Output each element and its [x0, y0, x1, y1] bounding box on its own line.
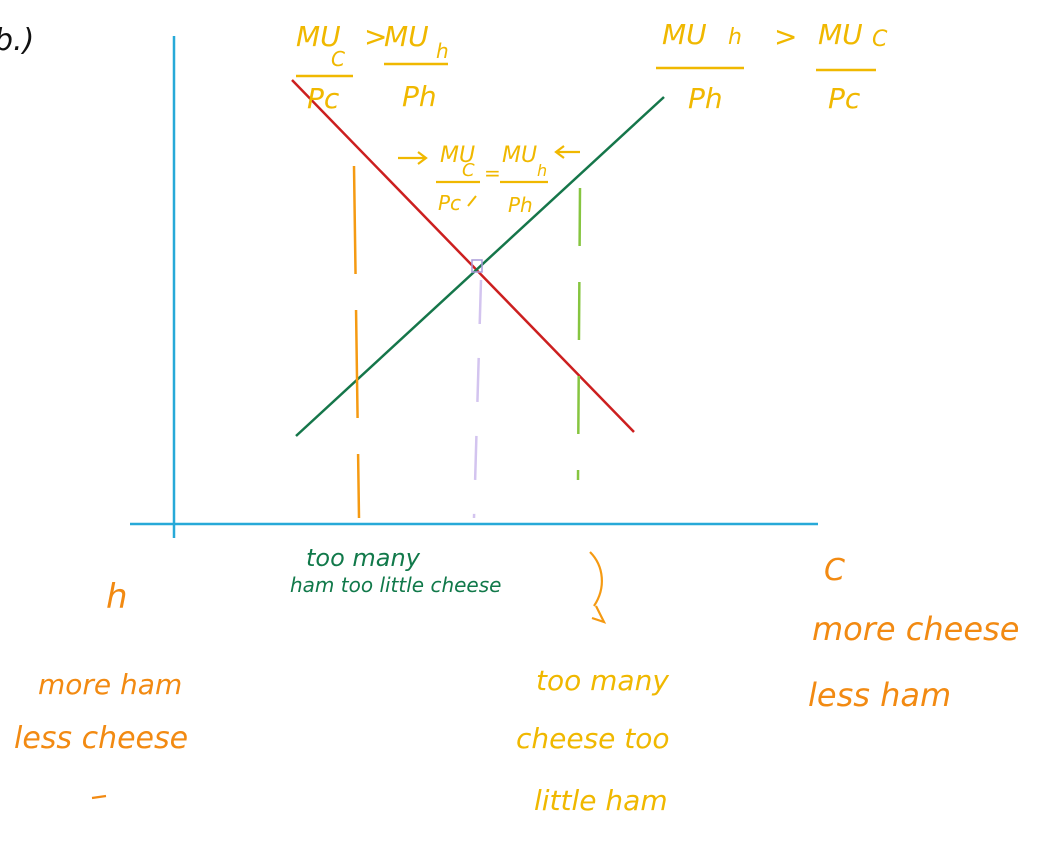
dash-mark — [91, 794, 107, 800]
bracket-arrow — [589, 551, 607, 624]
more-ham-note: more ham less cheese — [14, 668, 188, 800]
eq-equals: = — [484, 161, 501, 185]
eq-tick — [467, 195, 477, 207]
too-many-cheese-note: too many cheese too little ham — [516, 664, 670, 817]
left-mu-c: MU — [296, 20, 341, 53]
right-p-h: Ph — [688, 82, 723, 115]
too-many-ham-note: too many ham too little cheese — [290, 544, 501, 597]
right-mu-h: MU — [662, 18, 707, 51]
right-arrow — [398, 151, 428, 165]
left-mu-h-sub: h — [436, 39, 449, 63]
left-arrow — [554, 145, 580, 159]
more-cheese-note: more cheese less ham — [808, 610, 1019, 714]
right-p-c: Pc — [828, 82, 861, 115]
left-axis-label: h — [106, 577, 128, 617]
mu-cheese-line — [291, 79, 635, 433]
eq-mu-h: MU — [502, 143, 537, 168]
more-ham-line2: less cheese — [14, 721, 188, 756]
more-ham-line1: more ham — [38, 668, 182, 701]
left-dashed-line — [352, 165, 361, 519]
eq-mu-h-sub: h — [537, 161, 547, 180]
too-many-cheese-line2: cheese too — [516, 722, 670, 755]
mu-ham-line — [295, 96, 665, 437]
right-gt: > — [774, 20, 797, 53]
left-p-c: Pc — [307, 82, 340, 115]
right-mu-h-sub: h — [728, 25, 742, 50]
left-mu-h: MU — [384, 20, 429, 53]
too-many-ham-line2: ham too little cheese — [290, 573, 501, 597]
right-condition: MU h Ph > MU C Pc — [656, 18, 888, 115]
too-many-cheese-line1: too many — [536, 664, 669, 697]
eq-p-h: Ph — [508, 193, 533, 217]
eq-mu-c-sub: C — [462, 160, 475, 181]
equilibrium-condition: MU C Pc = MU h Ph — [398, 143, 580, 217]
equilibrium-point — [471, 259, 483, 273]
more-cheese-line2: less ham — [808, 676, 951, 714]
eq-p-c: Pc — [438, 191, 461, 215]
eq-mu-c: MU — [440, 143, 475, 168]
right-mu-c: MU — [818, 18, 863, 51]
right-mu-c-sub: C — [872, 27, 888, 52]
left-gt: > — [364, 20, 387, 53]
left-mu-c-sub: C — [331, 47, 345, 71]
left-p-h: Ph — [402, 80, 437, 113]
part-label: b.) — [0, 23, 34, 58]
too-many-ham-line1: too many — [306, 544, 421, 572]
left-condition: MU C Pc > MU h Ph — [296, 20, 449, 115]
equilibrium-dashed-line — [472, 279, 483, 519]
too-many-cheese-line3: little ham — [534, 784, 668, 817]
right-dashed-line — [576, 187, 582, 481]
right-axis-label: C — [824, 553, 845, 588]
more-cheese-line1: more cheese — [812, 610, 1019, 648]
